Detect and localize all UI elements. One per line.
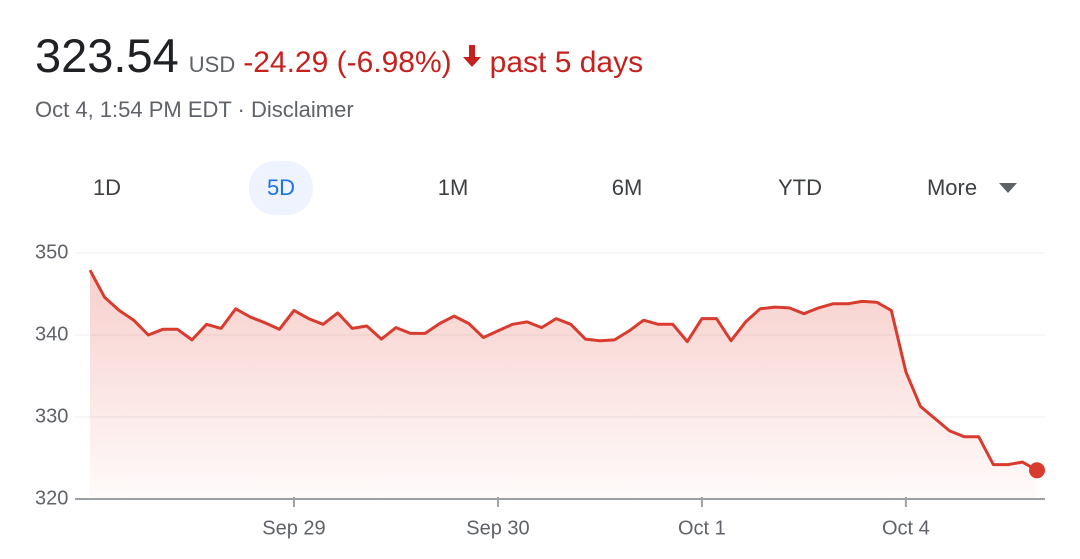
timestamp: Oct 4, 1:54 PM EDT · Disclaimer	[35, 97, 354, 122]
range-tab[interactable]: 5D	[248, 161, 314, 215]
x-tick-label: Oct 1	[678, 517, 726, 539]
period: past 5 days	[489, 46, 644, 79]
y-tick-label: 350	[35, 241, 68, 263]
currency: USD	[188, 52, 236, 77]
y-tick-label: 320	[35, 487, 68, 509]
area	[90, 270, 1037, 499]
quote-header: 323.54 USD -24.29 (-6.98%) past 5 days	[35, 28, 643, 83]
more-caret	[999, 183, 1017, 193]
x-tick-label: Oct 4	[882, 517, 930, 539]
price: 323.54	[35, 29, 179, 82]
range-tab[interactable]: 1M	[437, 175, 469, 200]
range-tab[interactable]: 1D	[92, 175, 122, 200]
change: -24.29 (-6.98%)	[243, 46, 452, 79]
y-tick-label: 340	[35, 323, 68, 345]
x-tick-label: Sep 29	[262, 517, 325, 539]
x-tick-label: Sep 30	[466, 517, 529, 539]
y-tick-label: 330	[35, 405, 68, 427]
down-arrow	[462, 44, 481, 67]
range-tab[interactable]: 6M	[611, 175, 643, 200]
last-point	[1029, 462, 1045, 479]
range-tab[interactable]: YTD	[778, 175, 822, 200]
price-line	[88, 269, 1038, 472]
range-tab[interactable]: More	[926, 175, 978, 200]
